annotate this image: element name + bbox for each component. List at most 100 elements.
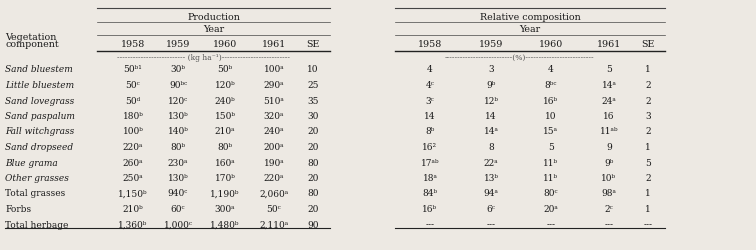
Text: 15ᵃ: 15ᵃ [544,128,559,136]
Text: 80: 80 [307,190,319,198]
Text: 1961: 1961 [262,40,286,50]
Text: 20: 20 [307,143,319,152]
Text: 8ᵇᶜ: 8ᵇᶜ [545,81,557,90]
Text: 20ᵃ: 20ᵃ [544,205,559,214]
Text: 9ᵇ: 9ᵇ [486,81,496,90]
Text: 50ᵇ¹: 50ᵇ¹ [124,66,142,74]
Text: 6ᶜ: 6ᶜ [487,205,495,214]
Text: 30: 30 [307,112,319,121]
Text: 17ᵃᵇ: 17ᵃᵇ [420,158,439,168]
Text: 1960: 1960 [213,40,237,50]
Text: 240ᵇ: 240ᵇ [215,96,235,106]
Text: -------------------------- (kg ha⁻¹)--------------------------: -------------------------- (kg ha⁻¹)----… [117,54,290,62]
Text: 50ᶜ: 50ᶜ [125,81,141,90]
Text: 300ᵃ: 300ᵃ [215,205,235,214]
Text: 14: 14 [424,112,435,121]
Text: 2,110ᵃ: 2,110ᵃ [259,220,289,230]
Text: Sand lovegrass: Sand lovegrass [5,96,74,106]
Text: ---: --- [426,220,435,230]
Text: Little bluestem: Little bluestem [5,81,74,90]
Text: 50ᵇ: 50ᵇ [218,66,233,74]
Text: 2: 2 [645,81,651,90]
Text: 120ᶜ: 120ᶜ [168,96,188,106]
Text: SE: SE [306,40,320,50]
Text: 11ᵇ: 11ᵇ [544,174,559,183]
Text: 1958: 1958 [121,40,145,50]
Text: 230ᵃ: 230ᵃ [168,158,188,168]
Text: 13ᵇ: 13ᵇ [484,174,498,183]
Text: 10ᵇ: 10ᵇ [602,174,617,183]
Text: 1961: 1961 [597,40,621,50]
Text: 130ᵇ: 130ᵇ [168,112,188,121]
Text: 1,360ᵇ: 1,360ᵇ [118,220,147,230]
Text: 20: 20 [307,174,319,183]
Text: 16ᵇ: 16ᵇ [423,205,438,214]
Text: 18ᵃ: 18ᵃ [423,174,438,183]
Text: 9ᵇ: 9ᵇ [604,158,614,168]
Text: 1959: 1959 [479,40,503,50]
Text: Year: Year [203,26,224,35]
Text: Sand paspalum: Sand paspalum [5,112,75,121]
Text: 14: 14 [485,112,497,121]
Text: 60ᶜ: 60ᶜ [171,205,185,214]
Text: ---: --- [605,220,614,230]
Text: 2: 2 [645,128,651,136]
Text: 16: 16 [603,112,615,121]
Text: 8: 8 [488,143,494,152]
Text: 50ᶜ: 50ᶜ [267,205,281,214]
Text: 50ᵈ: 50ᵈ [125,96,141,106]
Text: 180ᵇ: 180ᵇ [122,112,144,121]
Text: 220ᵃ: 220ᵃ [264,174,284,183]
Text: 3ᶜ: 3ᶜ [426,96,435,106]
Text: 1: 1 [645,190,651,198]
Text: 8ᵇ: 8ᵇ [426,128,435,136]
Text: ---: --- [487,220,495,230]
Text: 11ᵇ: 11ᵇ [544,158,559,168]
Text: 140ᵇ: 140ᵇ [168,128,188,136]
Text: 940ᶜ: 940ᶜ [168,190,188,198]
Text: 16ᵇ: 16ᵇ [544,96,559,106]
Text: 12ᵇ: 12ᵇ [484,96,498,106]
Text: 120ᵇ: 120ᵇ [215,81,235,90]
Text: 1960: 1960 [539,40,563,50]
Text: 94ᵃ: 94ᵃ [484,190,498,198]
Text: Year: Year [519,26,541,35]
Text: 1: 1 [645,143,651,152]
Text: 100ᵇ: 100ᵇ [122,128,144,136]
Text: 160ᵃ: 160ᵃ [215,158,235,168]
Text: 90ᵇᶜ: 90ᵇᶜ [169,81,187,90]
Text: 150ᵇ: 150ᵇ [215,112,236,121]
Text: 1,190ᵇ: 1,190ᵇ [210,190,240,198]
Text: 10: 10 [545,112,556,121]
Text: 510ᵃ: 510ᵃ [264,96,284,106]
Text: Fall witchgrass: Fall witchgrass [5,128,74,136]
Text: 2,060ᵃ: 2,060ᵃ [259,190,289,198]
Text: 80: 80 [307,158,319,168]
Text: Sand dropseed: Sand dropseed [5,143,73,152]
Text: component: component [5,40,59,50]
Text: Sand bluestem: Sand bluestem [5,66,73,74]
Text: 1958: 1958 [418,40,442,50]
Text: 290ᵃ: 290ᵃ [264,81,284,90]
Text: Production: Production [187,12,240,22]
Text: 130ᵇ: 130ᵇ [168,174,188,183]
Text: 220ᵃ: 220ᵃ [122,143,143,152]
Text: 90: 90 [307,220,319,230]
Text: Total grasses: Total grasses [5,190,65,198]
Text: 260ᵃ: 260ᵃ [122,158,144,168]
Text: 14ᵃ: 14ᵃ [484,128,498,136]
Text: Relative composition: Relative composition [479,12,581,22]
Text: 35: 35 [307,96,319,106]
Text: Blue grama: Blue grama [5,158,57,168]
Text: 98ᵃ: 98ᵃ [602,190,616,198]
Text: SE: SE [641,40,655,50]
Text: Total herbage: Total herbage [5,220,68,230]
Text: 20: 20 [307,205,319,214]
Text: 80ᵇ: 80ᵇ [170,143,185,152]
Text: 1,150ᵇ: 1,150ᵇ [118,190,148,198]
Text: 9: 9 [606,143,612,152]
Text: 200ᵃ: 200ᵃ [264,143,284,152]
Text: 22ᵃ: 22ᵃ [484,158,498,168]
Text: Other grasses: Other grasses [5,174,69,183]
Text: 84ᵇ: 84ᵇ [423,190,438,198]
